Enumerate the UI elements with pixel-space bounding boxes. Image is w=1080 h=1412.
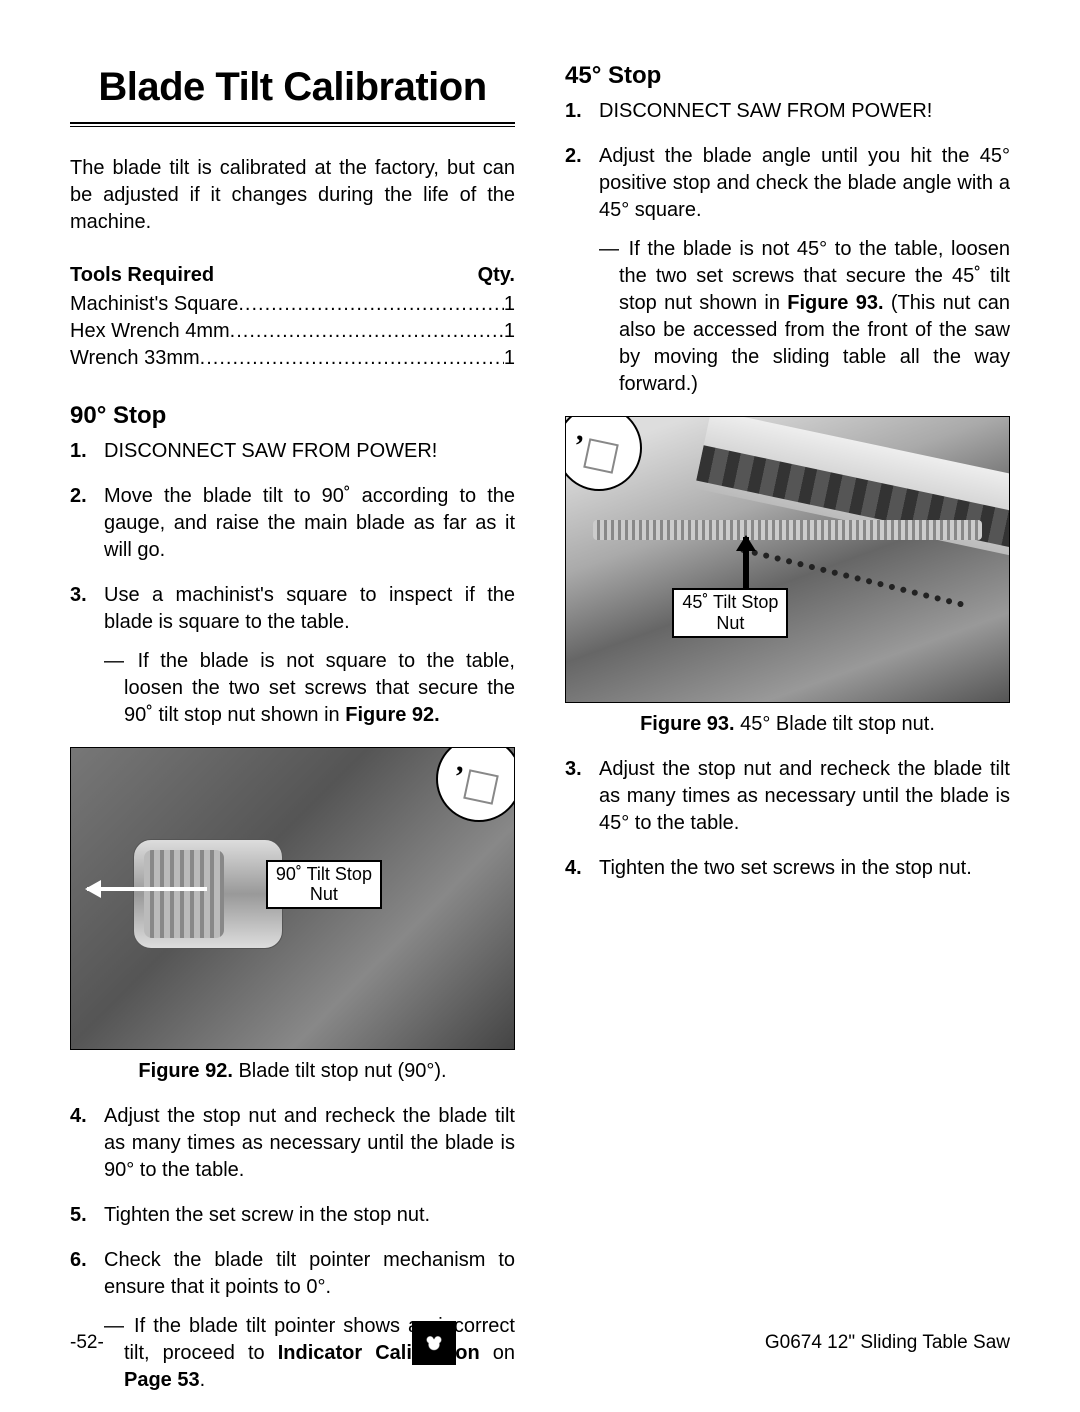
figure-92-caption: Figure 92. Blade tilt stop nut (90°).	[70, 1058, 515, 1085]
substep-text: .	[200, 1369, 206, 1391]
step: Adjust the blade angle until you hit the…	[565, 143, 1010, 398]
page-footer: -52- G0674 12" Sliding Table Saw	[70, 1321, 1010, 1365]
figure-label-line: 45˚ Tilt Stop	[682, 592, 778, 612]
brand-logo-icon	[412, 1321, 456, 1365]
tool-name: Machinist's Square	[70, 291, 238, 318]
tool-name: Hex Wrench 4mm	[70, 318, 230, 345]
caption-bold: Figure 92.	[138, 1060, 232, 1082]
rod-graphic	[593, 520, 983, 540]
steps-list-45-cont: Adjust the stop nut and recheck the blad…	[565, 756, 1010, 882]
step-text: Adjust the blade angle until you hit the…	[599, 145, 1010, 221]
tools-header-left: Tools Required	[70, 262, 214, 289]
steps-list-45: DISCONNECT SAW FROM POWER! Adjust the bl…	[565, 98, 1010, 398]
tool-qty: 1	[504, 318, 515, 345]
intro-paragraph: The blade tilt is calibrated at the fact…	[70, 155, 515, 236]
step: Tighten the two set screws in the stop n…	[565, 855, 1010, 882]
leader-dots	[238, 291, 504, 318]
section-heading-45: 45° Stop	[565, 60, 1010, 92]
step: Use a machinist's square to inspect if t…	[70, 582, 515, 729]
footer-doc-title: G0674 12" Sliding Table Saw	[765, 1330, 1010, 1356]
substep-text: If the blade is not square to the table,…	[124, 650, 515, 726]
step: Adjust the stop nut and recheck the blad…	[70, 1103, 515, 1184]
tool-name: Wrench 33mm	[70, 345, 200, 372]
step: DISCONNECT SAW FROM POWER!	[70, 438, 515, 465]
step-text: Tighten the set screw in the stop nut.	[104, 1204, 430, 1226]
page-ref: Page 53	[124, 1369, 200, 1391]
leader-dots	[200, 345, 504, 372]
step-text: Adjust the stop nut and recheck the blad…	[104, 1105, 515, 1181]
steps-list-90: DISCONNECT SAW FROM POWER! Move the blad…	[70, 438, 515, 729]
step-text: Tighten the two set screws in the stop n…	[599, 857, 972, 879]
caption-rest: Blade tilt stop nut (90°).	[233, 1060, 447, 1082]
step-text: DISCONNECT SAW FROM POWER!	[599, 100, 932, 122]
step: DISCONNECT SAW FROM POWER!	[565, 98, 1010, 125]
tool-callout-icon: ,	[436, 747, 515, 822]
page-title: Blade Tilt Calibration	[70, 60, 515, 114]
substep: If the blade is not 45° to the table, lo…	[599, 236, 1010, 398]
step: Tighten the set screw in the stop nut.	[70, 1202, 515, 1229]
arrow-icon	[87, 887, 207, 891]
tool-row: Machinist's Square 1	[70, 291, 515, 318]
figure-92-image: 90˚ Tilt Stop Nut ,	[70, 747, 515, 1050]
step-text: Check the blade tilt pointer mechanism t…	[104, 1249, 515, 1298]
step-text: DISCONNECT SAW FROM POWER!	[104, 440, 437, 462]
caption-bold: Figure 93.	[640, 713, 734, 735]
section-heading-90: 90° Stop	[70, 400, 515, 432]
step: Move the blade tilt to 90˚ according to …	[70, 483, 515, 564]
figure-93-caption: Figure 93. 45° Blade tilt stop nut.	[565, 711, 1010, 738]
tool-qty: 1	[504, 345, 515, 372]
figure-ref: Figure 93.	[787, 292, 883, 314]
figure-label-line: Nut	[716, 613, 744, 633]
left-column: Blade Tilt Calibration The blade tilt is…	[70, 60, 515, 1412]
leader-dots	[230, 318, 504, 345]
figure-ref: Figure 92.	[345, 704, 439, 726]
step-text: Use a machinist's square to inspect if t…	[104, 584, 515, 633]
title-rule-1	[70, 122, 515, 124]
figure-label-box: 45˚ Tilt Stop Nut	[672, 588, 788, 637]
right-column: 45° Stop DISCONNECT SAW FROM POWER! Adju…	[565, 60, 1010, 1412]
figure-label-line: Nut	[310, 884, 338, 904]
figure-label-line: 90˚ Tilt Stop	[276, 864, 372, 884]
tool-row: Hex Wrench 4mm 1	[70, 318, 515, 345]
figure-93-image: 45˚ Tilt Stop Nut ,	[565, 416, 1010, 703]
motor-graphic	[133, 839, 283, 949]
tool-row: Wrench 33mm 1	[70, 345, 515, 372]
step-text: Move the blade tilt to 90˚ according to …	[104, 485, 515, 561]
figure-92: 90˚ Tilt Stop Nut , Figure 92. Blade til…	[70, 747, 515, 1085]
caption-rest: 45° Blade tilt stop nut.	[735, 713, 935, 735]
figure-label-box: 90˚ Tilt Stop Nut	[266, 860, 382, 909]
figure-93: 45˚ Tilt Stop Nut , Figure 93. 45° Blade…	[565, 416, 1010, 738]
tools-header-right: Qty.	[478, 262, 515, 289]
step: Adjust the stop nut and recheck the blad…	[565, 756, 1010, 837]
tool-qty: 1	[504, 291, 515, 318]
page-number: -52-	[70, 1330, 104, 1356]
title-rule-2	[70, 126, 515, 127]
tools-header: Tools Required Qty.	[70, 262, 515, 289]
substep: If the blade is not square to the table,…	[104, 648, 515, 729]
step-text: Adjust the stop nut and recheck the blad…	[599, 758, 1010, 834]
tool-callout-icon: ,	[565, 416, 642, 491]
